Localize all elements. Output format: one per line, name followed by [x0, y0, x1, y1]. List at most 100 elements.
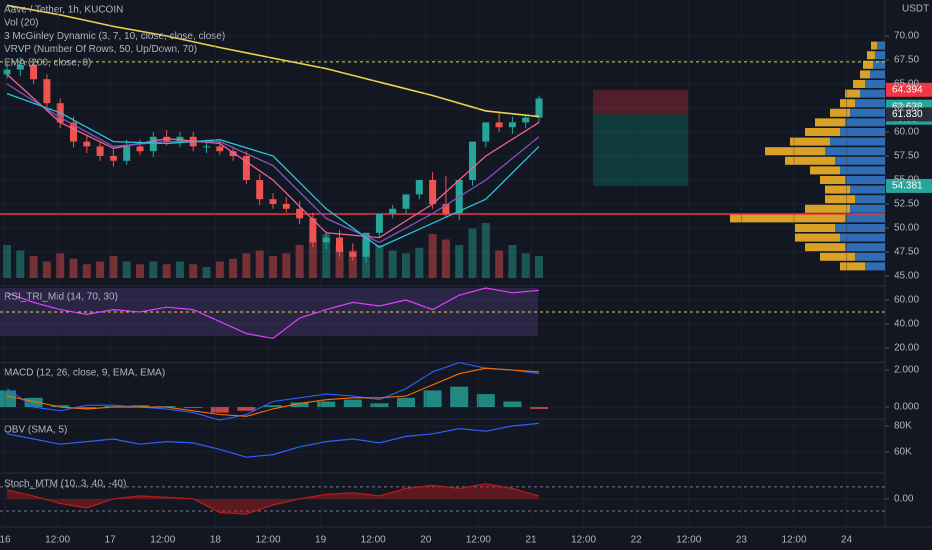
profile-down [871, 41, 877, 50]
profile-up [830, 137, 885, 146]
histogram-bar [370, 403, 389, 408]
volume-bar [308, 239, 317, 278]
y-tick-label: 45.00 [894, 271, 919, 282]
histogram-bar [397, 397, 415, 408]
legend-entry: EMA (200, close, 0) [4, 58, 91, 69]
candle-body [176, 136, 184, 142]
candle-body [3, 69, 11, 75]
histogram-bar [51, 405, 70, 408]
volume-bar [295, 245, 304, 278]
pane-title: OBV (SMA, 5) [4, 425, 67, 436]
volume-bar [122, 261, 131, 278]
candle-body [402, 194, 410, 209]
profile-down [785, 156, 835, 165]
profile-up [875, 51, 885, 60]
volume-bar [189, 264, 198, 278]
profile-down [845, 89, 860, 98]
price-label-bg [886, 178, 932, 193]
profile-up [850, 185, 885, 194]
profile-up [845, 243, 885, 252]
candle-body [123, 146, 131, 161]
candle-body [375, 213, 383, 233]
profile-down [830, 108, 850, 117]
y-tick-label: 70.00 [894, 31, 919, 42]
volume-bar [56, 253, 65, 278]
volume-bar [535, 256, 543, 278]
histogram-bar [503, 401, 522, 408]
candle-body [136, 146, 144, 152]
volume-bar [282, 253, 291, 278]
x-tick-label: 12:00 [361, 535, 386, 546]
volume-bar [441, 239, 450, 278]
volume-bar [348, 250, 357, 278]
profile-down [815, 118, 845, 127]
histogram-bar [530, 407, 548, 409]
candle-body [336, 237, 343, 252]
y-tick-label: 65.00 [894, 79, 919, 90]
histogram-bar [317, 401, 336, 408]
x-tick-label: 12:00 [571, 535, 596, 546]
volume-bar [455, 245, 464, 278]
profile-up [845, 175, 885, 184]
histogram-bar [237, 407, 256, 411]
profile-down [840, 262, 865, 271]
profile-down [820, 175, 845, 184]
price-label-bg [886, 107, 932, 122]
indicator-line [6, 73, 540, 239]
x-tick-label: 17 [105, 535, 117, 546]
candle-body [362, 232, 370, 257]
y-tick-label: 57.50 [894, 151, 919, 162]
histogram-bar [450, 386, 469, 408]
volume-bar [375, 245, 384, 278]
x-tick-label: 22 [631, 535, 643, 546]
pane-title: RSI_TRI_Mid (14, 70, 30) [4, 292, 118, 303]
profile-down [810, 166, 840, 175]
volume-bar [162, 264, 171, 278]
profile-up [850, 204, 885, 213]
candle-body [256, 179, 264, 200]
pane-title: Aave / Tether, 1h, KUCOIN [4, 5, 123, 16]
volume-bar [322, 234, 331, 278]
profile-up [845, 118, 885, 127]
profile-up [835, 223, 885, 232]
x-tick-label: 12:00 [150, 535, 175, 546]
y-tick-label: 0.000 [894, 402, 919, 413]
histogram-bar [290, 402, 309, 408]
indicator-line [6, 83, 540, 244]
x-tick-label: 12:00 [781, 535, 806, 546]
profile-down [863, 60, 873, 69]
indicator-line [6, 92, 540, 248]
volume-bar [481, 223, 490, 278]
candle-body [495, 122, 503, 128]
candle-body [83, 141, 91, 147]
histogram-bar [476, 394, 495, 408]
position-risk [593, 89, 688, 115]
candle-body [269, 199, 277, 204]
volume-bar [215, 261, 224, 278]
profile-up [873, 60, 885, 69]
x-tick-label: 21 [525, 535, 537, 546]
profile-down [860, 70, 870, 79]
y-tick-label: 60.00 [894, 295, 919, 306]
profile-up [840, 127, 885, 136]
volume-bar [255, 250, 264, 278]
candle-body [96, 146, 104, 156]
candle-body [216, 146, 224, 152]
pane-title: Stoch_MTM (10, 3, 40, -40) [4, 479, 126, 490]
candle-body [43, 79, 51, 104]
candle-body [203, 146, 210, 148]
stoch-area [7, 483, 539, 514]
y-tick-label: 40.00 [894, 319, 919, 330]
histogram-bar [423, 390, 442, 408]
profile-down [805, 127, 840, 136]
histogram-bar [0, 390, 16, 408]
position-reward [593, 114, 688, 186]
pane-title: MACD (12, 26, close, 9, EMA, EMA) [4, 368, 165, 379]
y-tick-label: 47.50 [894, 247, 919, 258]
x-tick-label: 19 [315, 535, 327, 546]
volume-bar [42, 261, 51, 278]
profile-up [865, 79, 885, 88]
profile-down [805, 204, 850, 213]
x-tick-label: 16 [0, 535, 11, 546]
x-tick-label: 18 [210, 535, 222, 546]
